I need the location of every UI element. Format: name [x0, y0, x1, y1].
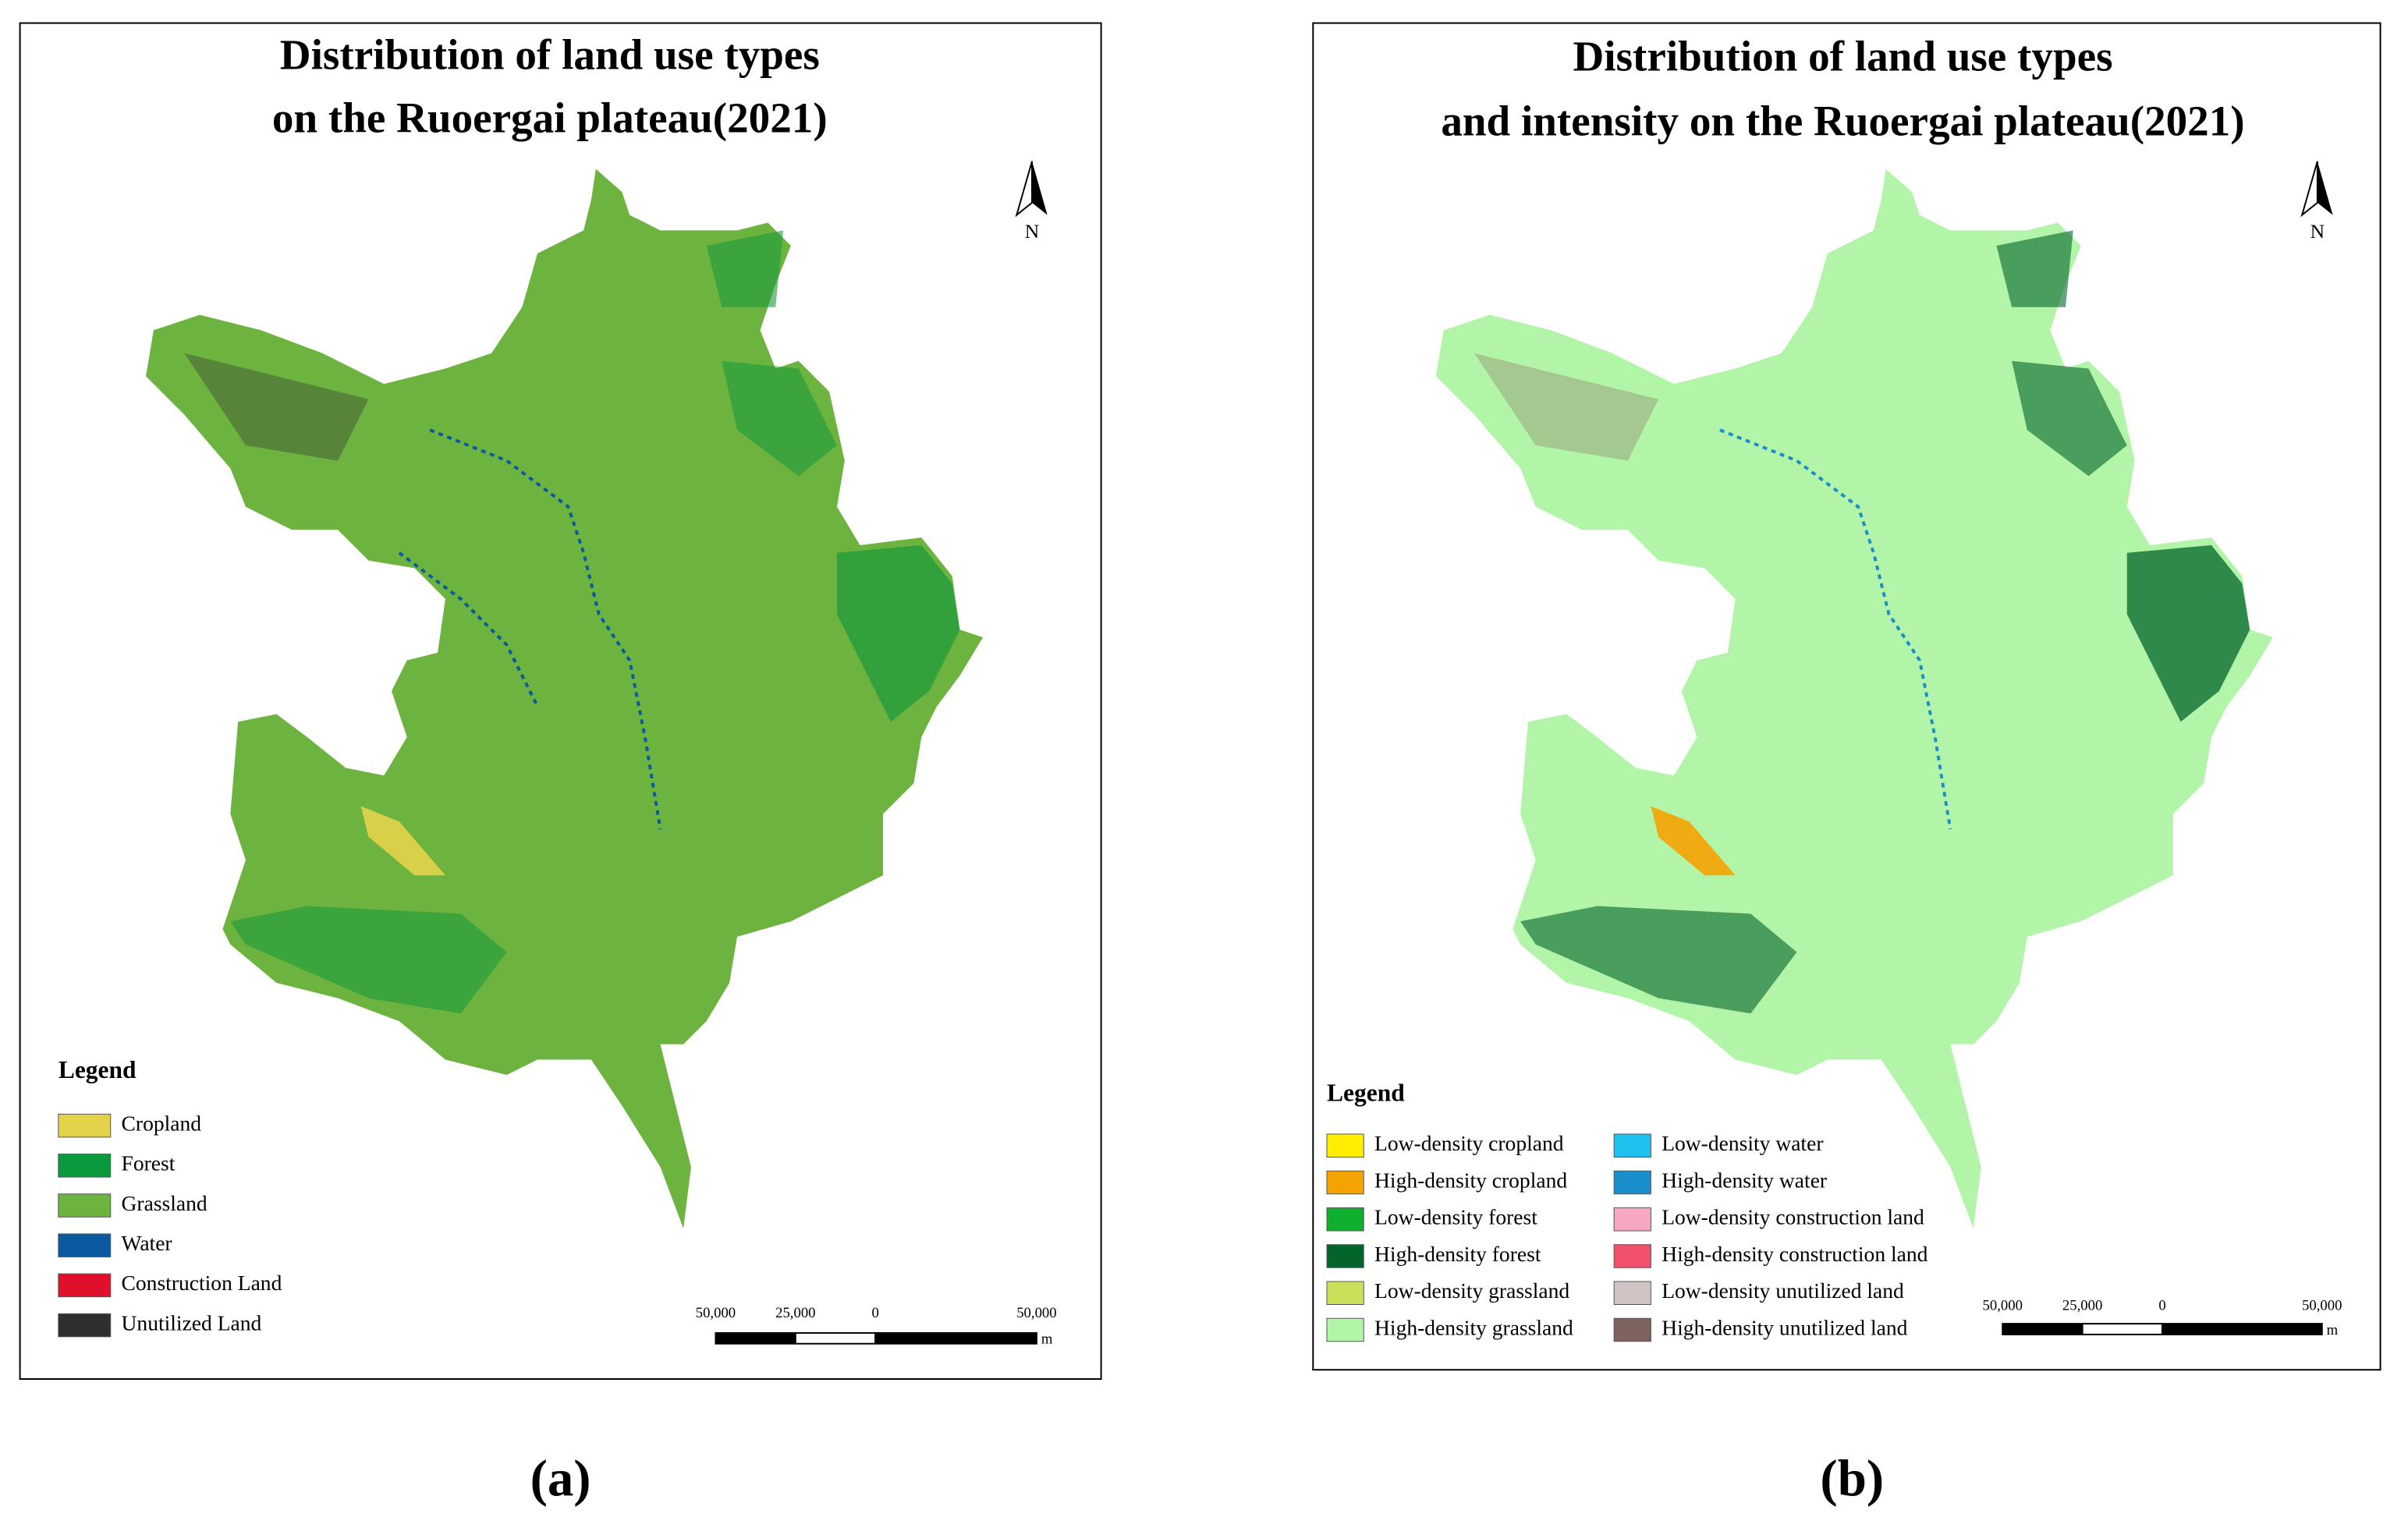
legend-title: Legend — [1327, 1080, 1405, 1107]
legend-swatch — [1613, 1207, 1651, 1232]
legend-swatch — [58, 1273, 112, 1298]
scale-label: 50,000 — [2302, 1297, 2342, 1314]
scale-bar — [715, 1331, 796, 1345]
legend-swatch — [1326, 1244, 1364, 1268]
legend-label: Cropland — [122, 1111, 202, 1135]
scale-label: 0 — [872, 1305, 879, 1321]
legend-swatch — [58, 1233, 112, 1257]
legend-label: High-density construction land — [1661, 1242, 1927, 1266]
legend-swatch — [58, 1154, 112, 1178]
map-detail — [184, 230, 960, 1014]
legend-label: Forest — [122, 1151, 176, 1175]
legend-swatch — [1326, 1281, 1364, 1305]
scale-bar — [2081, 1323, 2163, 1335]
scale-unit: m — [2327, 1322, 2339, 1338]
scale-label: 50,000 — [696, 1305, 736, 1321]
scale-bar — [2002, 1323, 2084, 1335]
panel-caption: (b) — [1820, 1450, 1884, 1508]
scale-bar — [2162, 1323, 2323, 1335]
scale-label: 25,000 — [2062, 1297, 2102, 1314]
legend-swatch — [1613, 1244, 1651, 1268]
legend-label: High-density forest — [1374, 1242, 1541, 1266]
scale-label: 50,000 — [1983, 1297, 2023, 1314]
scale-label: 0 — [2158, 1297, 2165, 1314]
map-title: on the Ruoergai plateau(2021) — [272, 94, 828, 141]
legend-label: High-density unutilized land — [1661, 1315, 1907, 1339]
north-label: N — [1025, 220, 1039, 243]
legend-title: Legend — [59, 1056, 137, 1083]
map-title: Distribution of land use types — [280, 31, 820, 79]
scale-label: 25,000 — [775, 1305, 815, 1321]
north-label: N — [2310, 220, 2325, 243]
scale-label: 50,000 — [1016, 1305, 1056, 1321]
legend-swatch — [1613, 1281, 1651, 1305]
legend-swatch — [58, 1113, 112, 1138]
legend-label: Low-density water — [1661, 1131, 1823, 1155]
scale-bar — [874, 1331, 1037, 1345]
legend-swatch — [1613, 1133, 1651, 1158]
legend-label: High-density grassland — [1374, 1315, 1573, 1339]
legend-swatch — [1326, 1133, 1364, 1158]
legend-swatch — [1326, 1207, 1364, 1232]
panel-caption: (a) — [530, 1450, 591, 1508]
legend-label: Construction Land — [122, 1271, 282, 1295]
legend-swatch — [1613, 1317, 1651, 1342]
map-title: Distribution of land use types — [1573, 33, 2112, 80]
legend-swatch — [1613, 1170, 1651, 1195]
legend-label: High-density cropland — [1374, 1168, 1567, 1192]
map-title: and intensity on the Ruoergai plateau(20… — [1441, 97, 2244, 144]
north-arrow — [2300, 161, 2333, 218]
map-detail — [1474, 230, 2250, 1014]
legend-label: Grassland — [122, 1191, 207, 1215]
legend-label: Low-density unutilized land — [1661, 1278, 1904, 1303]
legend-swatch — [1326, 1170, 1364, 1195]
legend-label: Low-density grassland — [1374, 1278, 1569, 1303]
scale-unit: m — [1041, 1331, 1053, 1348]
legend-swatch — [58, 1193, 112, 1218]
legend-label: Low-density cropland — [1374, 1131, 1564, 1155]
legend-label: Low-density construction land — [1661, 1205, 1924, 1229]
legend-swatch — [1326, 1317, 1364, 1342]
legend-label: High-density water — [1661, 1168, 1827, 1192]
legend-swatch — [58, 1313, 112, 1338]
legend-label: Water — [122, 1231, 172, 1255]
legend-label: Unutilized Land — [122, 1310, 262, 1335]
north-arrow — [1015, 161, 1048, 218]
legend-label: Low-density forest — [1374, 1205, 1537, 1229]
scale-bar — [794, 1331, 877, 1345]
